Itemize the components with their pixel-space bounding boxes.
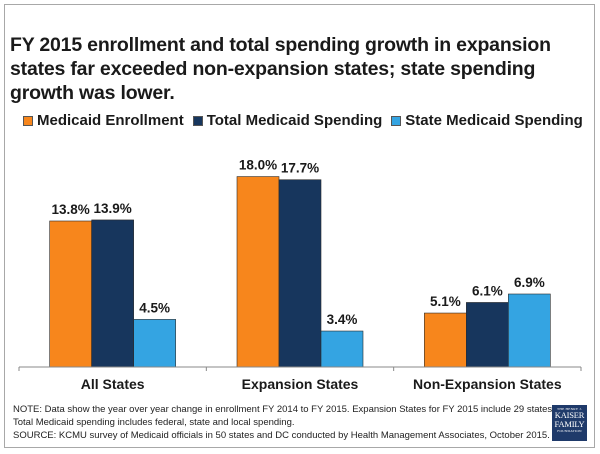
footnotes: NOTE: Data show the year over year chang… [13,403,555,442]
data-label: 3.4% [327,312,358,327]
bar [320,330,364,368]
legend-label-total-spending: Total Medicaid Spending [206,112,383,129]
data-label: 6.9% [514,275,545,290]
legend-item-state-spending: State Medicaid Spending [391,112,583,129]
legend-label-enrollment: Medicaid Enrollment [37,112,184,129]
legend-item-enrollment: Medicaid Enrollment [23,112,184,129]
data-label: 13.9% [94,201,132,216]
note-line: Total Medicaid spending includes federal… [13,417,295,428]
chart-legend: Medicaid Enrollment Total Medicaid Spend… [23,112,592,129]
bar [91,219,134,368]
bar [49,220,92,368]
data-label: 6.1% [472,283,503,298]
data-label: 4.5% [139,300,170,315]
data-label: 5.1% [430,294,461,309]
bar [466,302,509,368]
bar [424,312,467,368]
x-tick-label: All States [81,376,145,392]
source-line: SOURCE: KCMU survey of Medicaid official… [13,430,550,441]
x-tick-label: Expansion States [242,376,359,392]
data-label: 13.8% [52,202,90,217]
legend-item-total-spending: Total Medicaid Spending [192,112,383,129]
x-tick-label: Non-Expansion States [413,376,562,392]
kff-logo: THE HENRY J. KAISER FAMILY FOUNDATION [552,405,587,441]
data-label: 17.7% [281,161,319,176]
note-line: NOTE: Data show the year over year chang… [13,404,555,415]
legend-swatch-state-spending [391,115,402,126]
chart-title: FY 2015 enrollment and total spending gr… [10,34,551,104]
bar [133,319,176,368]
bar [278,179,322,368]
legend-swatch-total-spending [192,115,203,126]
legend-label-state-spending: State Medicaid Spending [405,112,583,129]
legend-swatch-enrollment [23,115,33,126]
data-label: 18.0% [239,158,277,173]
bar [508,293,551,368]
bar [236,176,280,368]
